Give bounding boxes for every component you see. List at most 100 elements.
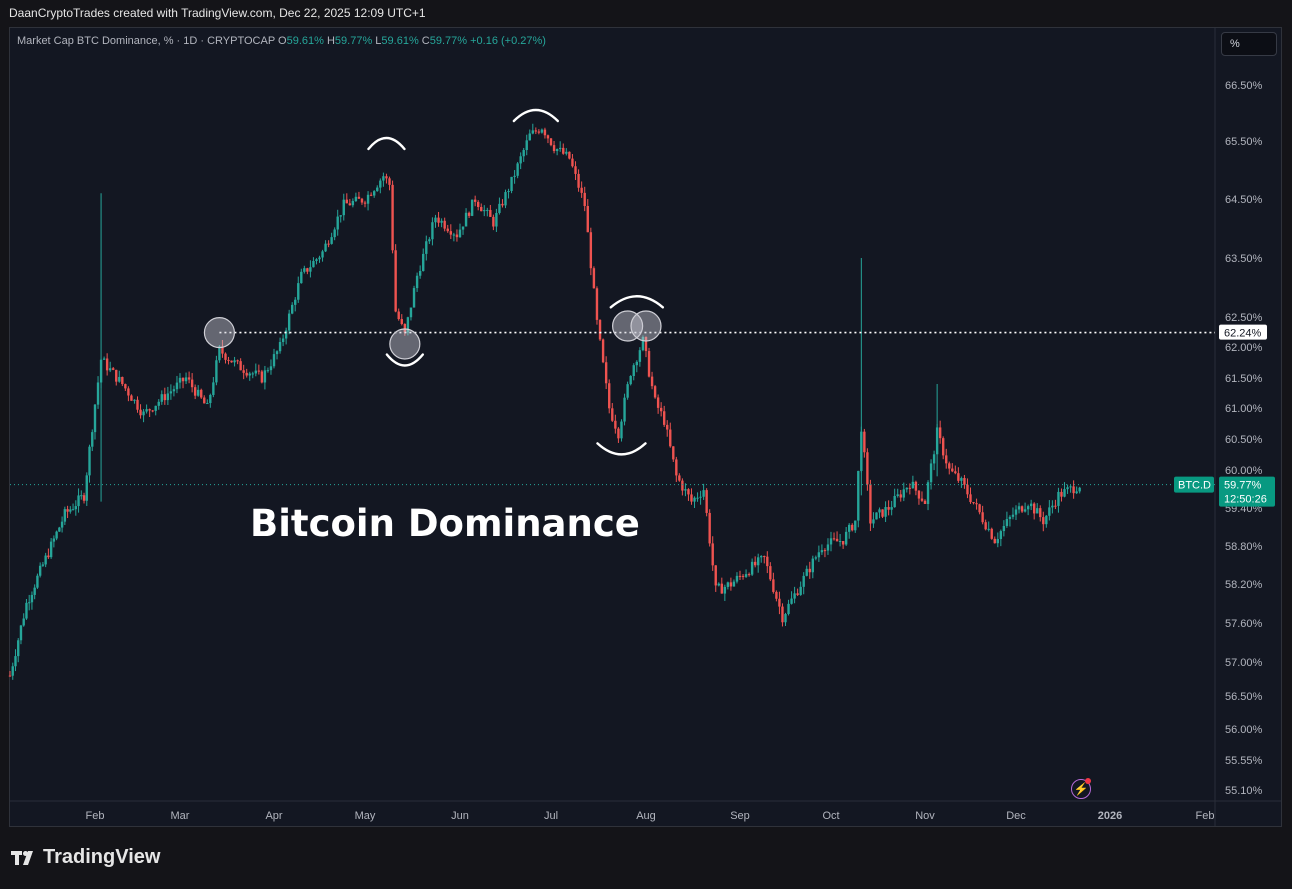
candle-body — [412, 288, 416, 308]
candle-body — [893, 495, 896, 508]
candle-body — [366, 194, 370, 204]
candle-body — [984, 522, 987, 530]
candle-body — [747, 574, 751, 576]
candle-body — [17, 640, 20, 657]
candle-body — [272, 354, 276, 367]
candle-body — [537, 131, 541, 133]
candle-body — [85, 475, 88, 501]
candle-body — [938, 427, 942, 439]
candle-body — [22, 618, 25, 626]
candle-body — [586, 205, 589, 233]
candle-body — [741, 575, 745, 577]
candle-body — [690, 494, 693, 502]
candle-body — [841, 541, 845, 545]
legend-o-label: O — [278, 35, 287, 47]
candle-body — [951, 468, 954, 472]
candle-body — [595, 288, 599, 320]
candle-body — [504, 192, 507, 206]
candle-body — [972, 502, 975, 504]
candle-body — [41, 564, 45, 566]
candle-body — [354, 196, 358, 201]
y-tick-label: 65.50% — [1225, 136, 1263, 148]
candle-body — [790, 598, 793, 604]
candle-body — [942, 438, 945, 456]
candle-body — [757, 557, 760, 566]
candle-body — [1042, 517, 1045, 525]
candle-body — [248, 373, 251, 376]
annotation-arc — [385, 353, 425, 367]
candle-body — [14, 656, 17, 667]
candle-body — [30, 594, 34, 603]
candle-body — [583, 192, 586, 206]
candle-body — [966, 484, 969, 495]
candle-body — [66, 509, 69, 512]
candle-body — [409, 307, 413, 318]
countdown-label: 12:50:26 — [1224, 494, 1267, 506]
candle-body — [80, 495, 83, 497]
candle-body — [881, 509, 884, 517]
candle-body — [902, 489, 905, 498]
percent-scale-button[interactable]: % — [1221, 32, 1277, 56]
y-tick-label: 57.60% — [1225, 618, 1263, 630]
candle-body — [513, 175, 516, 177]
candle-body — [440, 220, 443, 223]
candle-body — [659, 407, 663, 412]
candle-body — [372, 191, 376, 196]
candle-body — [884, 507, 887, 517]
candle-body — [981, 512, 984, 523]
candle-body — [93, 404, 97, 433]
candle-body — [470, 199, 474, 216]
candle-body — [726, 582, 730, 587]
candle-body — [1063, 489, 1066, 497]
candle-body — [905, 487, 909, 490]
candle-body — [929, 463, 933, 483]
symbol-tag-label: BTC.D — [1178, 480, 1211, 492]
candle-body — [336, 216, 339, 230]
candle-body — [672, 446, 675, 460]
candle-body — [422, 253, 425, 271]
y-tick-label: 61.50% — [1225, 373, 1263, 385]
candle-body — [580, 187, 583, 193]
candle-body — [49, 541, 53, 558]
candle-body — [71, 509, 75, 511]
candle-body — [284, 330, 288, 339]
candle-body — [458, 229, 462, 238]
legend-h-label: H — [326, 35, 335, 47]
candle-body — [675, 459, 678, 476]
candle-body — [552, 145, 556, 152]
candle-body — [88, 446, 91, 476]
candle-body — [394, 250, 397, 312]
symbol-tag — [1174, 476, 1214, 493]
candle-body — [446, 228, 449, 232]
candle-body — [638, 350, 642, 362]
x-tick-label: 2026 — [1098, 810, 1122, 822]
candle-body — [151, 410, 154, 412]
candle-body — [257, 370, 261, 372]
candle-body — [635, 361, 639, 366]
candle-body — [799, 586, 802, 595]
candle-body — [291, 304, 294, 314]
annotation-arc — [596, 442, 647, 456]
legend-close: 59.77% — [429, 35, 468, 47]
candle-body — [699, 496, 702, 498]
candle-body — [525, 140, 528, 151]
candle-body — [796, 593, 799, 595]
candle-body — [993, 538, 996, 544]
x-tick-label: Apr — [265, 810, 282, 822]
candle-body — [36, 575, 39, 588]
candle-body — [963, 478, 966, 485]
candle-body — [920, 498, 924, 501]
candle-body — [333, 229, 336, 238]
legend-l-label: L — [375, 35, 382, 47]
candle-body — [428, 239, 431, 242]
x-tick-label: Jun — [451, 810, 469, 822]
candle-body — [495, 212, 498, 227]
lightning-icon[interactable]: ⚡ — [1071, 779, 1091, 799]
candle-body — [562, 147, 565, 154]
candle-body — [175, 382, 179, 390]
tradingview-logo-icon — [11, 850, 33, 865]
candle-body — [844, 531, 848, 545]
candle-body — [227, 359, 230, 361]
candle-body — [662, 411, 666, 425]
